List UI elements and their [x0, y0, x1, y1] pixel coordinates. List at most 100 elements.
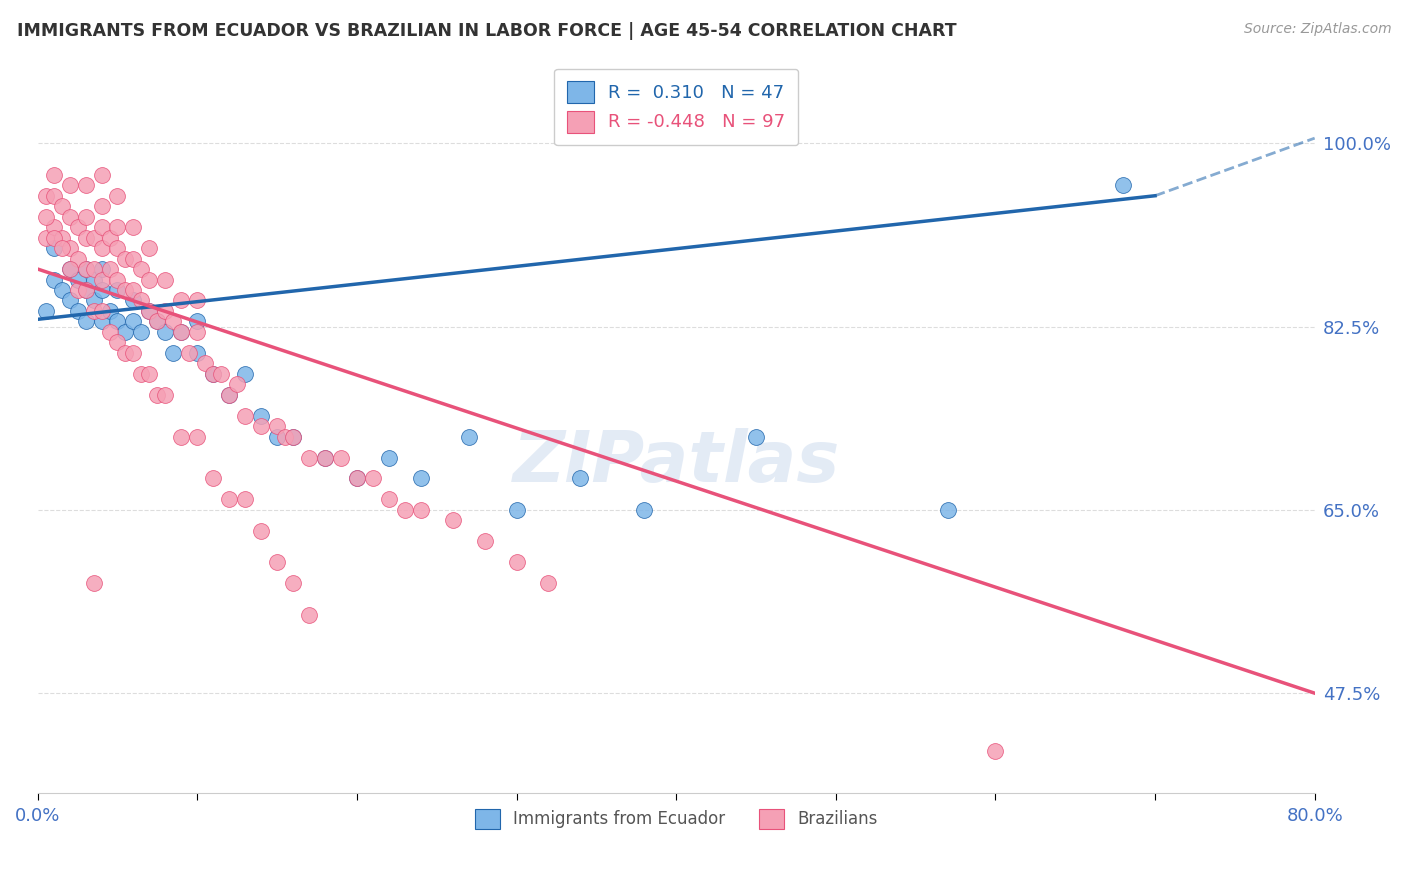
Point — [569, 471, 592, 485]
Point — [138, 272, 160, 286]
Point — [98, 262, 121, 277]
Point — [250, 419, 273, 434]
Point — [250, 524, 273, 538]
Point — [330, 450, 353, 465]
Point — [66, 272, 89, 286]
Point — [98, 230, 121, 244]
Legend: Immigrants from Ecuador, Brazilians: Immigrants from Ecuador, Brazilians — [468, 802, 884, 836]
Point — [75, 283, 97, 297]
Point — [59, 293, 82, 308]
Point — [75, 262, 97, 277]
Point — [66, 252, 89, 266]
Point — [146, 388, 169, 402]
Point — [131, 367, 153, 381]
Point — [122, 314, 145, 328]
Point — [186, 293, 208, 308]
Point — [146, 314, 169, 328]
Point — [138, 241, 160, 255]
Point — [42, 220, 65, 235]
Point — [170, 293, 193, 308]
Point — [34, 304, 56, 318]
Point — [114, 283, 136, 297]
Point — [266, 429, 288, 443]
Point — [51, 283, 73, 297]
Point — [75, 283, 97, 297]
Point — [218, 388, 240, 402]
Point — [378, 492, 401, 507]
Point — [90, 168, 112, 182]
Point — [75, 230, 97, 244]
Point — [233, 492, 256, 507]
Point — [179, 346, 201, 360]
Point — [346, 471, 368, 485]
Point — [298, 607, 321, 622]
Text: Source: ZipAtlas.com: Source: ZipAtlas.com — [1244, 22, 1392, 37]
Point — [114, 325, 136, 339]
Point — [83, 576, 105, 591]
Point — [51, 241, 73, 255]
Point — [457, 429, 479, 443]
Point — [633, 503, 655, 517]
Point — [314, 450, 336, 465]
Point — [138, 367, 160, 381]
Point — [42, 230, 65, 244]
Point — [114, 252, 136, 266]
Point — [745, 429, 768, 443]
Point — [505, 555, 527, 569]
Point — [59, 241, 82, 255]
Point — [155, 272, 177, 286]
Point — [122, 252, 145, 266]
Point — [361, 471, 384, 485]
Point — [114, 346, 136, 360]
Point — [170, 429, 193, 443]
Point — [42, 188, 65, 202]
Point — [441, 513, 464, 527]
Point — [202, 367, 225, 381]
Point — [202, 471, 225, 485]
Point — [42, 241, 65, 255]
Point — [131, 262, 153, 277]
Point — [226, 377, 249, 392]
Point — [83, 293, 105, 308]
Point — [162, 346, 184, 360]
Point — [107, 314, 129, 328]
Point — [59, 262, 82, 277]
Point — [122, 293, 145, 308]
Point — [59, 262, 82, 277]
Point — [90, 314, 112, 328]
Point — [505, 503, 527, 517]
Point — [281, 576, 304, 591]
Point — [90, 241, 112, 255]
Point — [281, 429, 304, 443]
Point — [146, 314, 169, 328]
Point — [83, 272, 105, 286]
Point — [131, 293, 153, 308]
Point — [186, 314, 208, 328]
Point — [266, 419, 288, 434]
Point — [155, 388, 177, 402]
Point — [122, 220, 145, 235]
Point — [42, 272, 65, 286]
Point — [98, 325, 121, 339]
Point — [155, 304, 177, 318]
Point — [346, 471, 368, 485]
Point — [162, 314, 184, 328]
Point — [66, 304, 89, 318]
Point — [51, 199, 73, 213]
Point — [75, 210, 97, 224]
Point — [75, 178, 97, 193]
Point — [107, 283, 129, 297]
Point — [83, 262, 105, 277]
Point — [122, 346, 145, 360]
Point — [233, 367, 256, 381]
Point — [233, 409, 256, 423]
Point — [75, 262, 97, 277]
Point — [298, 450, 321, 465]
Point — [936, 503, 959, 517]
Point — [107, 241, 129, 255]
Point — [537, 576, 560, 591]
Point — [474, 534, 496, 549]
Point — [90, 304, 112, 318]
Point — [90, 283, 112, 297]
Point — [138, 304, 160, 318]
